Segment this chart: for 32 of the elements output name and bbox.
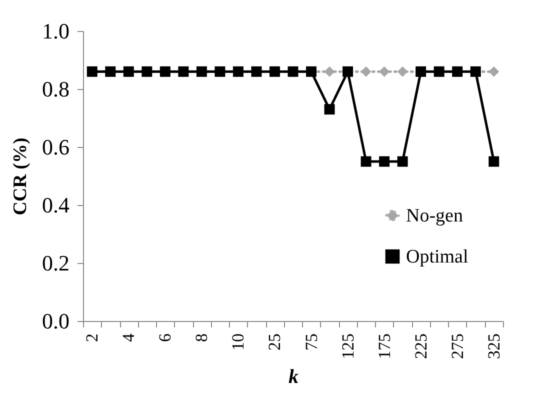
y-axis-title: CCR (%) [10,138,31,216]
point [379,66,390,77]
y-tick-label: 0.0 [42,308,70,334]
y-tick-label: 0.4 [42,192,70,218]
x-tick-label: 25 [265,334,284,350]
x-tick-label: 325 [484,334,504,359]
x-tick-label: 2 [82,334,102,342]
y-tick-label: 0.2 [42,250,70,276]
point [488,66,500,77]
y-tick-label: 0.6 [42,134,70,160]
point [360,156,372,167]
legend-label: No-gen [406,206,464,226]
x-tick-label: 125 [338,334,358,359]
point [379,156,390,167]
x-tick-label: 4 [119,333,138,342]
x-tick-label: 225 [411,334,430,359]
point [397,66,408,77]
point [397,156,408,167]
x-tick-label: 75 [302,334,321,350]
point [324,66,335,77]
y-tick-label: 0.8 [42,76,70,102]
x-tick-label: 10 [228,334,248,350]
x-tick-label: 8 [192,334,212,342]
point [488,156,500,167]
x-tick-label: 6 [156,334,175,342]
x-axis-title: k [288,366,298,388]
x-tick-label: 175 [374,334,394,359]
legend-label: Optimal [406,246,468,268]
y-tick-label: 1.0 [42,18,70,44]
point [324,104,335,115]
point [360,66,372,77]
x-tick-label: 275 [448,334,467,359]
